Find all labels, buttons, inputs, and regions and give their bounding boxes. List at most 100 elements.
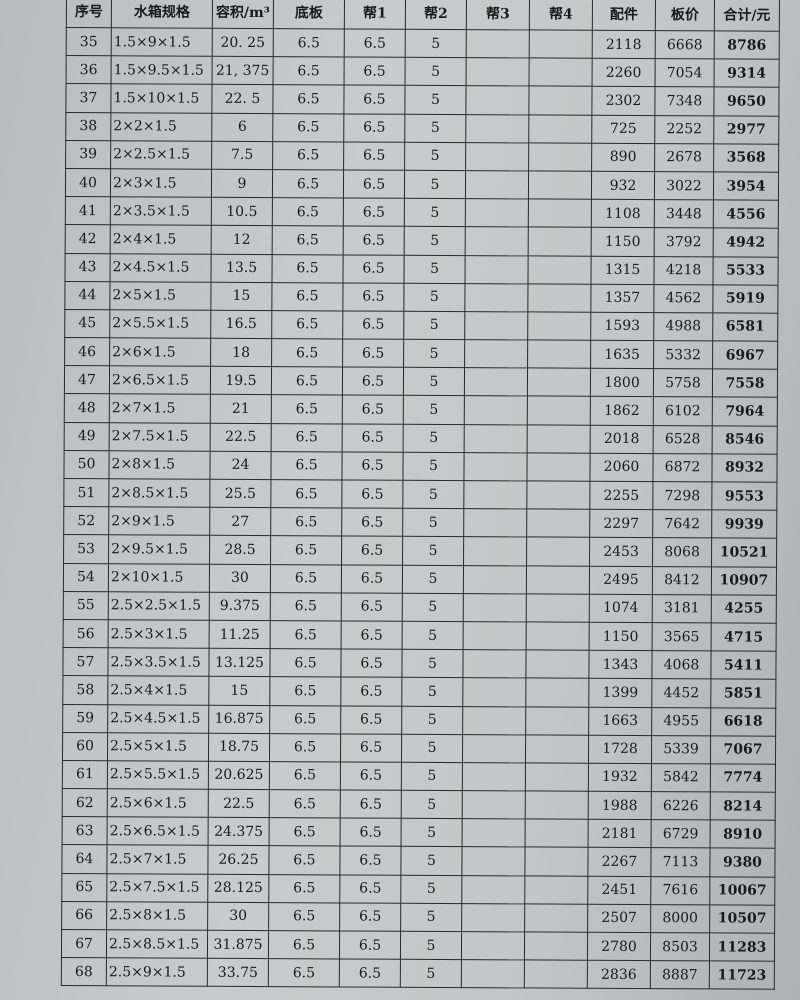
table-cell: 9314 <box>714 59 780 88</box>
table-cell: 6.5 <box>342 395 404 424</box>
table-cell: 26.25 <box>207 845 270 875</box>
table-cell: 64 <box>61 844 108 874</box>
table-cell: 36 <box>66 55 112 85</box>
table-cell: 27 <box>209 507 271 536</box>
table-cell: 6.5 <box>339 930 401 960</box>
table-cell <box>465 170 529 200</box>
table-cell <box>528 199 592 228</box>
table-cell: 6.5 <box>342 310 404 340</box>
table-cell: 6.5 <box>341 592 403 622</box>
table-cell: 4452 <box>651 678 711 708</box>
table-header-row: 序号 水箱规格 容积/m³ 底板 帮1 帮2 帮3 帮4 配件 板价 合计/元 <box>66 0 780 32</box>
table-row: 55 2.5×2.5×1.5 9.375 6.5 6.5 5 1074 3181 4255 <box>63 591 777 624</box>
table-cell: 2302 <box>591 86 656 116</box>
table-cell: 1663 <box>588 706 652 736</box>
table-cell <box>525 678 589 707</box>
table-row: 40 2×3×1.5 9 6.5 6.5 5 932 3022 3954 <box>65 168 779 201</box>
table-cell: 5 <box>404 226 466 256</box>
table-cell: 2.5×6×1.5 <box>107 788 209 818</box>
table-row: 52 2×9×1.5 27 6.5 6.5 5 2297 7642 9939 <box>63 506 777 539</box>
table-cell: 6.5 <box>270 564 342 593</box>
table-cell: 2.5×3×1.5 <box>108 619 210 649</box>
table-cell <box>463 536 527 566</box>
table-cell: 3565 <box>652 622 712 652</box>
table-cell: 2495 <box>589 565 653 595</box>
table-cell: 6.5 <box>340 790 402 819</box>
table-cell: 5 <box>404 142 466 171</box>
table-cell: 16.875 <box>208 704 270 734</box>
table-cell: 25.5 <box>209 479 271 508</box>
table-cell: 1932 <box>588 763 652 792</box>
table-cell: 6729 <box>651 819 711 849</box>
table-cell <box>463 593 527 622</box>
table-cell: 49 <box>64 422 110 451</box>
table-cell: 2780 <box>587 932 651 961</box>
table-cell: 3568 <box>713 143 779 173</box>
table-cell: 6.5 <box>342 282 404 312</box>
table-cell: 5842 <box>651 763 711 792</box>
table-cell: 6.5 <box>271 338 343 368</box>
table-cell: 48 <box>64 393 110 423</box>
table-cell: 6.5 <box>344 28 406 58</box>
table-cell: 28.125 <box>207 873 269 903</box>
table-cell: 6.5 <box>270 479 342 509</box>
table-cell: 1800 <box>590 368 654 398</box>
table-cell: 2×6×1.5 <box>109 337 211 367</box>
table-cell: 39 <box>65 140 111 169</box>
table-cell <box>524 960 588 989</box>
table-row: 38 2×2×1.5 6 6.5 6.5 5 725 2252 2977 <box>65 112 779 144</box>
table-cell <box>526 509 590 538</box>
table-cell <box>465 142 529 171</box>
table-cell: 51 <box>63 478 109 507</box>
table-cell <box>465 85 530 115</box>
table-cell: 2×8×1.5 <box>108 450 211 480</box>
table-cell: 5 <box>405 57 467 86</box>
table-cell: 24 <box>209 451 272 480</box>
table-cell: 7298 <box>652 481 712 511</box>
table-cell: 2018 <box>590 424 654 454</box>
table-cell: 8214 <box>710 791 776 821</box>
table-cell: 2×9×1.5 <box>108 506 210 536</box>
table-cell: 7348 <box>654 86 715 116</box>
table-cell: 8932 <box>711 453 778 483</box>
table-cell: 2297 <box>589 509 653 538</box>
table-cell <box>526 621 590 651</box>
table-cell: 22.5 <box>208 789 270 818</box>
table-cell: 6.5 <box>273 28 345 58</box>
table-cell <box>524 875 588 905</box>
table-cell: 22. 5 <box>211 84 274 114</box>
table-cell: 7054 <box>655 58 715 88</box>
table-cell: 5 <box>403 423 465 453</box>
table-cell: 5 <box>403 367 465 397</box>
table-cell: 31.875 <box>207 930 269 959</box>
table-row: 53 2×9.5×1.5 28.5 6.5 6.5 5 2453 8068 10521 <box>63 534 777 567</box>
table-cell: 6.5 <box>343 169 405 199</box>
table-cell: 57 <box>62 647 109 677</box>
table-row: 47 2×6.5×1.5 19.5 6.5 6.5 5 1800 5758 7558 <box>64 365 778 398</box>
table-cell <box>462 762 526 791</box>
table-cell: 6581 <box>712 312 778 342</box>
table-cell: 28.5 <box>209 535 271 565</box>
table-cell: 5 <box>403 339 465 368</box>
table-cell: 5 <box>401 818 463 848</box>
table-cell: 4988 <box>653 312 713 341</box>
table-cell <box>462 818 526 848</box>
table-row: 57 2.5×3.5×1.5 13.125 6.5 6.5 5 1343 4068 5411 <box>62 647 777 680</box>
table-cell: 6.5 <box>271 282 343 311</box>
table-cell: 2977 <box>713 115 779 144</box>
column-header: 帮1 <box>344 0 406 30</box>
table-cell: 6967 <box>712 340 778 370</box>
table-cell: 53 <box>63 534 109 564</box>
table-cell: 9650 <box>713 87 780 116</box>
table-cell: 2.5×8×1.5 <box>106 901 208 931</box>
table-cell: 6.5 <box>344 57 406 86</box>
table-cell: 59 <box>62 703 108 733</box>
table-cell: 890 <box>591 143 655 172</box>
table-cell <box>463 452 528 481</box>
table-cell <box>465 226 529 256</box>
table-cell <box>524 903 588 933</box>
table-cell: 8000 <box>650 904 710 933</box>
table-cell: 6.5 <box>339 959 401 988</box>
table-cell: 6.5 <box>272 141 344 170</box>
table-cell: 5 <box>404 170 466 199</box>
